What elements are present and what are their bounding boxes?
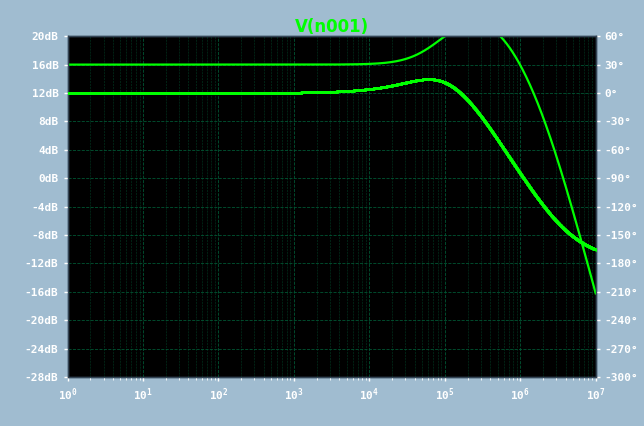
Title: V(n001): V(n001)	[294, 18, 369, 36]
